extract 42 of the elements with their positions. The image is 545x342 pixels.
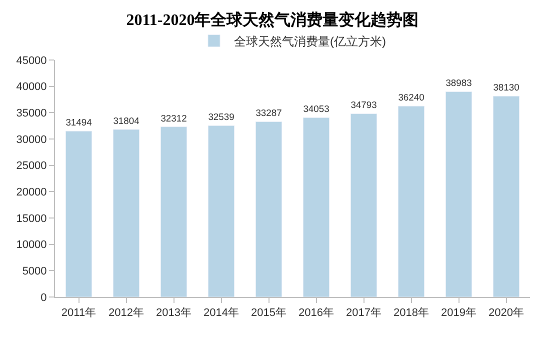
data-label: 33287 — [256, 107, 282, 118]
y-tick-label: 5000 — [22, 266, 47, 278]
x-tick-label: 2016年 — [298, 307, 334, 320]
bar — [492, 96, 520, 297]
y-tick-label: 30000 — [16, 134, 47, 146]
x-tick-label: 2015年 — [251, 307, 286, 320]
x-tick-label: 2011年 — [61, 307, 96, 320]
data-label: 32539 — [208, 111, 234, 122]
x-tick-label: 2018年 — [394, 307, 429, 320]
y-tick-label: 0 — [40, 292, 47, 304]
y-tick-label: 35000 — [16, 108, 47, 120]
data-label: 32312 — [160, 112, 187, 124]
bar — [255, 121, 282, 297]
y-tick-label: 20000 — [16, 186, 47, 199]
x-tick-label: 2013年 — [156, 307, 192, 320]
bar — [398, 106, 425, 297]
y-tick-label: 25000 — [16, 160, 47, 172]
bar — [350, 114, 378, 297]
x-tick-label: 2019年 — [441, 307, 476, 320]
x-tick-label: 2014年 — [204, 307, 239, 320]
data-label: 34793 — [350, 99, 377, 110]
x-tick-label: 2020年 — [488, 307, 524, 320]
bar — [208, 125, 235, 297]
bar — [65, 130, 92, 297]
data-label: 38130 — [493, 82, 520, 93]
y-tick-label: 10000 — [16, 239, 47, 252]
bar — [112, 129, 140, 297]
data-label: 36240 — [398, 92, 424, 103]
bar — [445, 91, 472, 297]
y-tick-label: 40000 — [16, 81, 47, 94]
x-tick-label: 2017年 — [346, 307, 382, 320]
data-label: 38983 — [446, 77, 472, 88]
data-label: 31494 — [66, 116, 92, 128]
x-tick-label: 2012年 — [108, 307, 144, 320]
y-tick-label: 15000 — [16, 212, 47, 225]
bar — [160, 126, 188, 297]
legend-label: 全球天然气消费量(亿立方米) — [234, 34, 386, 48]
bar — [302, 117, 330, 297]
y-tick-label: 45000 — [16, 54, 47, 67]
chart-title: 2011-2020年全球天然气消费量变化趋势图 — [126, 10, 419, 29]
data-label: 34053 — [303, 103, 330, 114]
data-label: 31804 — [113, 114, 140, 126]
